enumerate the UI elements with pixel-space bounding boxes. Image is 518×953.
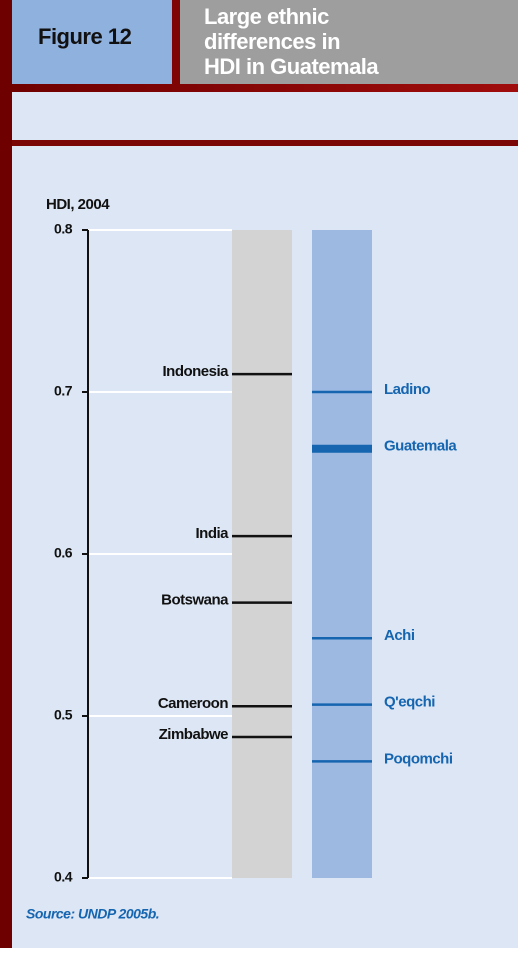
marker-label: Q'eqchi: [384, 694, 435, 711]
marker-label: Achi: [384, 627, 415, 644]
marker-label: Botswana: [161, 592, 229, 609]
y-tick-label: 0.8: [54, 221, 73, 237]
marker-label: Indonesia: [162, 363, 229, 380]
marker-label: Cameroon: [158, 695, 229, 712]
y-tick-label: 0.6: [54, 545, 73, 561]
chart-title: Large ethnic differences in HDI in Guatema…: [204, 4, 379, 79]
figure-label-box: [12, 0, 172, 84]
column: [232, 230, 292, 878]
y-axis-label: HDI, 2004: [46, 196, 110, 213]
marker-label: Guatemala: [384, 438, 457, 455]
y-tick-label: 0.4: [54, 869, 73, 885]
marker-label: India: [195, 525, 229, 542]
y-tick-label: 0.7: [54, 383, 73, 399]
marker-label: Poqomchi: [384, 750, 453, 767]
source: Source: UNDP 2005b.: [26, 906, 159, 922]
y-tick-label: 0.5: [54, 707, 73, 723]
marker-label: Zimbabwe: [159, 726, 229, 743]
column: [312, 230, 372, 878]
panel-rule: [12, 140, 518, 146]
marker-label: Ladino: [384, 381, 430, 398]
title-box: [180, 0, 518, 84]
figure-label: Figure 12: [38, 24, 132, 49]
